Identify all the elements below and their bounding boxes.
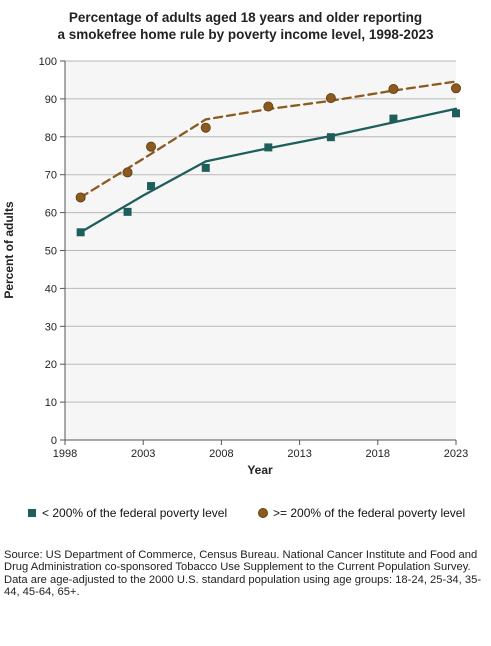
square-marker-icon [28, 509, 36, 517]
series-1-point [450, 83, 461, 94]
x-tick-label: 2008 [209, 448, 233, 460]
chart-title-line-2: a smokefree home rule by poverty income … [57, 27, 434, 42]
legend-item-below-200: < 200% of the federal poverty level [26, 506, 227, 520]
source-methodology-note: Data are age-adjusted to the 2000 U.S. s… [4, 573, 482, 599]
y-tick-label: 40 [45, 283, 57, 295]
x-tick-label: 2023 [444, 448, 468, 460]
y-tick-label: 30 [45, 321, 57, 333]
x-tick-label: 2018 [366, 448, 390, 460]
series-0-point [201, 163, 210, 172]
y-tick-label: 70 [45, 170, 57, 182]
series-1-point [122, 167, 133, 178]
series-0-point [389, 114, 398, 123]
y-tick-label: 0 [51, 435, 57, 447]
x-tick-label: 1998 [53, 448, 77, 460]
series [75, 80, 461, 237]
line-chart: 0 10 20 30 40 50 60 70 80 90 100 1998 2003 2008 2013 20… [2, 56, 469, 477]
chart-title: Percentage of adults aged 18 years and o… [0, 9, 491, 43]
y-tick-label: 90 [45, 94, 57, 106]
series-0-point [123, 207, 132, 216]
x-tick-label: 2013 [287, 448, 311, 460]
circle-marker-icon [258, 508, 268, 518]
y-tick-label: 100 [39, 56, 57, 68]
series-1-point [200, 122, 211, 133]
x-tick-label: 2003 [131, 448, 155, 460]
y-tick-label: 20 [45, 359, 57, 371]
legend-label-below-200: < 200% of the federal poverty level [42, 506, 228, 520]
series-1-point [146, 141, 157, 152]
series-0-point [147, 182, 156, 191]
y-tick-label: 80 [45, 132, 57, 144]
legend-label-above-200: >= 200% of the federal poverty level [273, 506, 466, 520]
series-0-point [326, 133, 335, 142]
source-notes: Source: US Department of Commerce, Censu… [4, 549, 488, 599]
source-citation: Source: US Department of Commerce, Censu… [4, 549, 478, 574]
y-tick-label: 50 [45, 246, 57, 258]
y-tick-label: 10 [45, 397, 57, 409]
y-axis-label: Percent of adults [2, 201, 16, 299]
series-0-point [452, 109, 460, 118]
chart-title-line-1: Percentage of adults aged 18 years and o… [68, 10, 423, 25]
axes: 0 10 20 30 40 50 60 70 80 90 100 1998 2003 2008 2013 20… [39, 56, 469, 460]
series-1-point [75, 192, 86, 203]
series-0-point [264, 143, 273, 152]
legend-item-above-200: >= 200% of the federal poverty level [257, 506, 465, 520]
series-1-point [325, 93, 336, 104]
legend: < 200% of the federal poverty level >= 2… [0, 506, 491, 526]
series-0-point [76, 228, 85, 237]
x-axis-label: Year [247, 463, 273, 477]
series-1-point [388, 84, 399, 95]
y-tick-label: 60 [45, 208, 57, 220]
series-1-point [263, 101, 274, 112]
